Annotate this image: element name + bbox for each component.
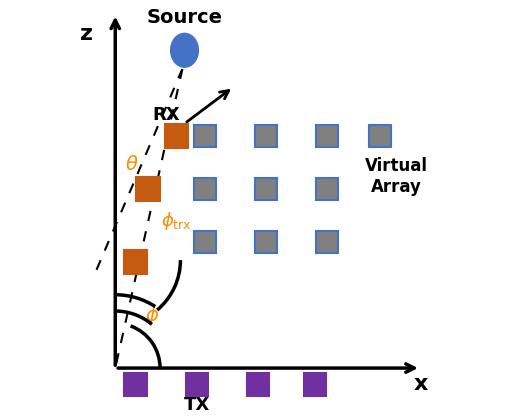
Text: x: x — [414, 374, 428, 394]
Text: Virtual
Array: Virtual Array — [365, 157, 428, 196]
FancyBboxPatch shape — [194, 125, 216, 147]
Text: $\phi_{\mathrm{trx}}$: $\phi_{\mathrm{trx}}$ — [161, 210, 192, 233]
FancyBboxPatch shape — [316, 230, 338, 253]
Text: $\theta$: $\theta$ — [125, 155, 138, 174]
FancyBboxPatch shape — [316, 178, 338, 200]
FancyBboxPatch shape — [316, 125, 338, 147]
FancyBboxPatch shape — [186, 373, 208, 396]
FancyBboxPatch shape — [124, 373, 147, 396]
FancyBboxPatch shape — [124, 250, 147, 274]
FancyBboxPatch shape — [247, 373, 269, 396]
FancyBboxPatch shape — [194, 230, 216, 253]
Text: TX: TX — [184, 396, 210, 414]
Text: $\phi$: $\phi$ — [145, 304, 159, 327]
Ellipse shape — [169, 32, 200, 69]
FancyBboxPatch shape — [304, 373, 326, 396]
FancyBboxPatch shape — [136, 177, 160, 201]
Text: Source: Source — [146, 8, 222, 27]
FancyBboxPatch shape — [369, 125, 391, 147]
FancyBboxPatch shape — [194, 178, 216, 200]
Text: z: z — [80, 24, 93, 44]
Text: RX: RX — [152, 106, 180, 124]
FancyBboxPatch shape — [255, 230, 277, 253]
FancyBboxPatch shape — [255, 125, 277, 147]
FancyBboxPatch shape — [255, 178, 277, 200]
FancyBboxPatch shape — [164, 124, 188, 148]
